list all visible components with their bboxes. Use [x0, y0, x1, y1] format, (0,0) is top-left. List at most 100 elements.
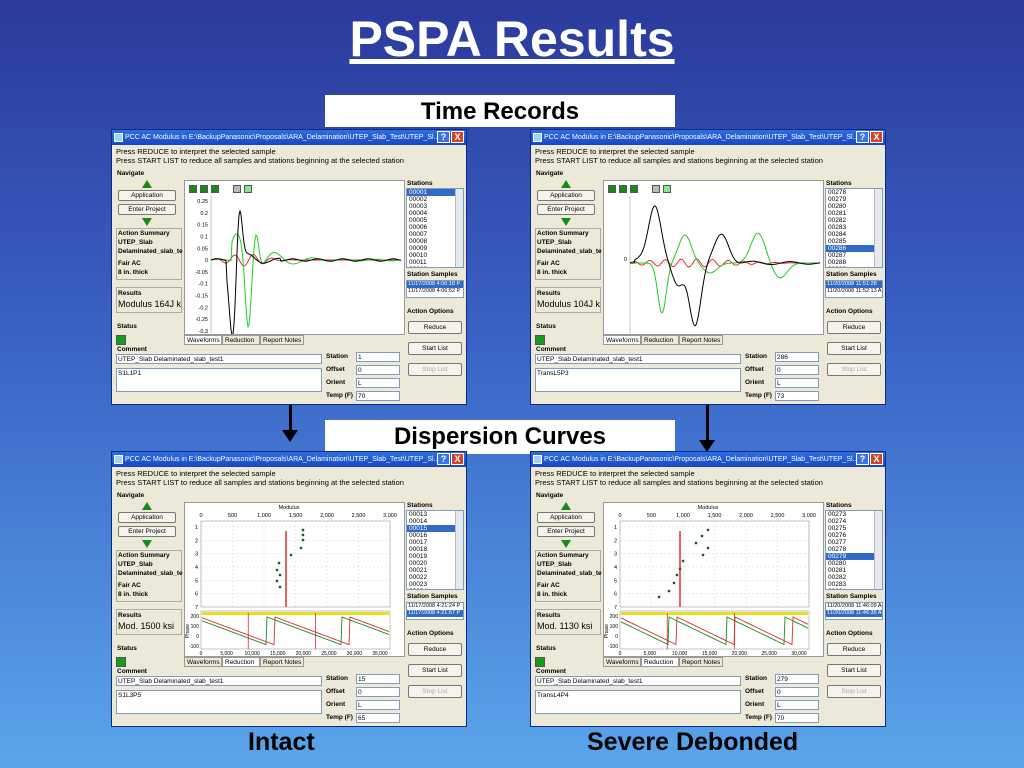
station-item[interactable]: 00287 [828, 252, 847, 259]
stations-scrollbar[interactable] [455, 189, 463, 267]
station-item[interactable]: 00289 [826, 266, 882, 267]
station-item[interactable]: 00283 [828, 581, 847, 588]
stop-list-button[interactable]: Stop List [827, 685, 881, 698]
sample-item[interactable]: 11/17/2008 4:21:57 P [407, 610, 463, 617]
enter-project-button[interactable]: Enter Project [118, 204, 176, 215]
station-item[interactable]: 00021 [409, 567, 428, 574]
station-field[interactable]: 279 [775, 674, 819, 684]
start-list-button[interactable]: Start List [827, 664, 881, 677]
reduce-button[interactable]: Reduce [827, 321, 881, 334]
help-button[interactable]: ? [437, 453, 450, 465]
forward-icon[interactable] [244, 185, 252, 193]
stations-list[interactable]: 00273 00274 00275 00276 00277 00278 00279 00280… [825, 510, 883, 590]
station-item[interactable]: 00018 [409, 546, 428, 553]
station-item[interactable]: 00279 [826, 553, 882, 560]
station-item[interactable]: 00002 [409, 196, 428, 203]
station-item[interactable]: 00011 [409, 259, 427, 266]
sample-item[interactable]: 11/20/2008 11:51:28 [826, 281, 882, 288]
comment-field[interactable]: UTEP_Slab Delaminated_slab_test1 [535, 354, 741, 364]
station-item[interactable]: 00284 [826, 588, 882, 589]
station-item[interactable]: 00278 [828, 546, 847, 553]
station-item[interactable]: 00282 [828, 574, 847, 581]
nav-down-icon[interactable] [142, 218, 152, 226]
station-item[interactable]: 00280 [828, 203, 847, 210]
notes-field[interactable]: TransL5P3 [535, 368, 741, 392]
rewind-icon[interactable] [630, 185, 638, 193]
orient-field[interactable]: L [775, 700, 819, 710]
enter-project-button[interactable]: Enter Project [537, 204, 595, 215]
offset-field[interactable]: 0 [356, 365, 400, 375]
close-button[interactable]: X [451, 131, 464, 143]
comment-field[interactable]: UTEP_Slab Delaminated_slab_test1 [116, 354, 322, 364]
start-list-button[interactable]: Start List [827, 342, 881, 355]
application-button[interactable]: Application [537, 512, 595, 523]
start-list-button[interactable]: Start List [408, 342, 462, 355]
station-item[interactable]: 00281 [828, 567, 847, 574]
station-samples-list[interactable]: 11/17/2008 4:21:24 P 11/17/2008 4:21:57 P [406, 602, 464, 620]
temp-field[interactable]: 73 [775, 391, 819, 401]
close-button[interactable]: X [870, 453, 883, 465]
tab-report-notes[interactable]: Report Notes [679, 657, 723, 667]
nav-down-icon[interactable] [142, 540, 152, 548]
reduce-button[interactable]: Reduce [408, 643, 462, 656]
station-item[interactable]: 00024 [407, 588, 463, 589]
nav-up-icon[interactable] [142, 502, 152, 510]
station-item[interactable]: 00003 [409, 203, 428, 210]
enter-project-button[interactable]: Enter Project [537, 526, 595, 537]
tab-reduction[interactable]: Reduction [222, 657, 260, 667]
application-button[interactable]: Application [537, 190, 595, 201]
station-item[interactable]: 00007 [409, 231, 428, 238]
station-item[interactable]: 00019 [409, 553, 428, 560]
application-button[interactable]: Application [118, 512, 176, 523]
station-item[interactable]: 00015 [407, 525, 463, 532]
reduce-button[interactable]: Reduce [408, 321, 462, 334]
tab-report-notes[interactable]: Report Notes [679, 335, 723, 345]
station-item[interactable]: 00023 [409, 581, 428, 588]
offset-field[interactable]: 0 [775, 365, 819, 375]
station-item[interactable]: 00280 [828, 560, 847, 567]
rewind-icon[interactable] [211, 185, 219, 193]
tab-reduction[interactable]: Reduction [641, 657, 679, 667]
tab-waveforms[interactable]: Waveforms [603, 335, 641, 345]
tab-waveforms[interactable]: Waveforms [184, 657, 222, 667]
station-item[interactable]: 00277 [828, 539, 847, 546]
stations-list[interactable]: 00001 00002 00003 00004 00005 00006 00007 00008… [406, 188, 464, 268]
station-item[interactable]: 00285 [828, 238, 847, 245]
help-button[interactable]: ? [856, 453, 869, 465]
notes-field[interactable]: S1L3P5 [116, 690, 322, 714]
station-item[interactable]: 00006 [409, 224, 428, 231]
tab-report-notes[interactable]: Report Notes [260, 335, 304, 345]
station-item[interactable]: 00284 [828, 231, 847, 238]
station-item[interactable]: 00022 [409, 574, 428, 581]
nav-up-icon[interactable] [142, 180, 152, 188]
sample-item[interactable]: 11/20/2008 11:52:13 A [827, 288, 882, 294]
play-icon[interactable] [189, 185, 197, 193]
stations-list[interactable]: 00013 00014 00015 00016 00017 00018 00019 00020… [406, 510, 464, 590]
sample-item[interactable]: 11/17/2008 4:21:24 P [408, 603, 461, 609]
station-item[interactable]: 00278 [828, 189, 847, 196]
stations-scrollbar[interactable] [874, 189, 882, 267]
tab-reduction[interactable]: Reduction [641, 335, 679, 345]
station-item[interactable]: 00273 [828, 511, 847, 518]
offset-field[interactable]: 0 [775, 687, 819, 697]
tab-report-notes[interactable]: Report Notes [260, 657, 304, 667]
station-item[interactable]: 00286 [826, 245, 882, 252]
sample-item[interactable]: 11/17/2008 4:06:52 P [408, 288, 461, 294]
tab-waveforms[interactable]: Waveforms [603, 657, 641, 667]
sample-item[interactable]: 11/17/2008 4:06:18 P [407, 281, 463, 288]
station-item[interactable]: 00005 [409, 217, 428, 224]
temp-field[interactable]: 70 [775, 713, 819, 723]
station-samples-list[interactable]: 11/20/2008 11:51:28 11/20/2008 11:52:13 A [825, 280, 883, 298]
station-field[interactable]: 15 [356, 674, 400, 684]
stop-list-button[interactable]: Stop List [827, 363, 881, 376]
orient-field[interactable]: L [356, 378, 400, 388]
station-item[interactable]: 00010 [409, 252, 428, 259]
stop-icon[interactable] [619, 185, 627, 193]
temp-field[interactable]: 65 [356, 713, 400, 723]
station-item[interactable]: 00014 [409, 518, 428, 525]
enter-project-button[interactable]: Enter Project [118, 526, 176, 537]
orient-field[interactable]: L [356, 700, 400, 710]
close-button[interactable]: X [451, 453, 464, 465]
comment-field[interactable]: UTEP_Slab Delaminated_slab_test1 [116, 676, 322, 686]
stations-scrollbar[interactable] [874, 511, 882, 589]
